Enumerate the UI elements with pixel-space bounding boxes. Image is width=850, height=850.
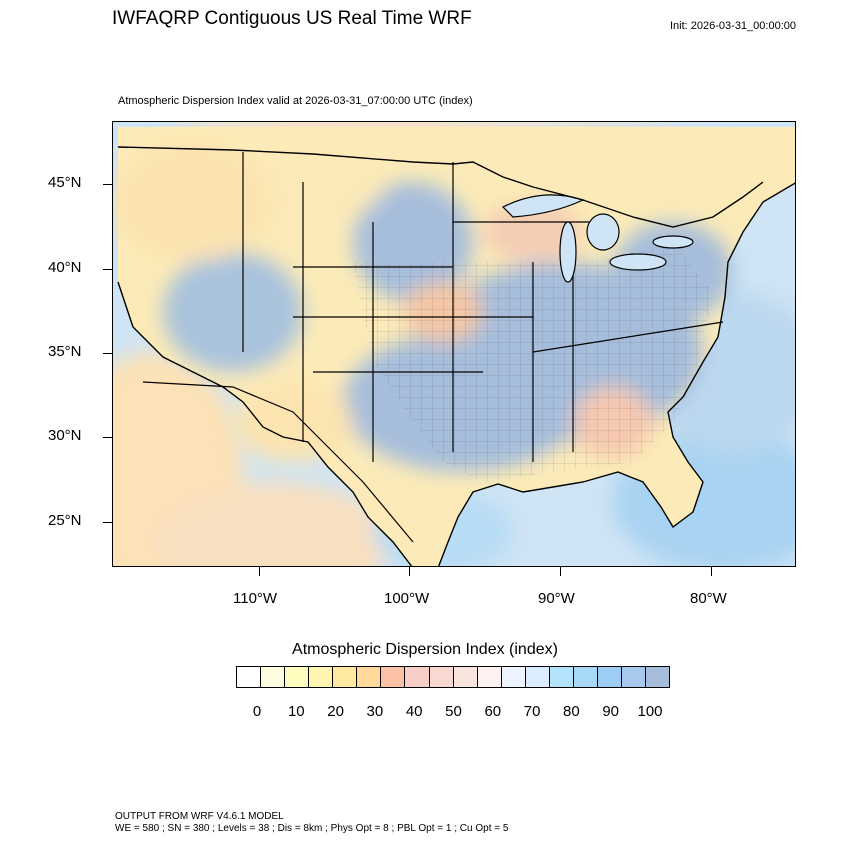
lat-label-35: 35°N (48, 343, 82, 360)
legend-title: Atmospheric Dispersion Index (index) (292, 641, 558, 658)
lat-tick (103, 437, 112, 438)
us-mexico-border (142, 381, 414, 543)
legend-color-box (453, 667, 478, 687)
legend-tick-label: 70 (523, 703, 541, 720)
legend-color-box (525, 667, 550, 687)
legend-color-box (357, 667, 382, 687)
us-map-svg (113, 122, 795, 566)
legend-tick-label: 20 (327, 703, 344, 720)
lat-tick (103, 353, 112, 354)
legend-color-box (549, 667, 574, 687)
legend-color-box (573, 667, 598, 687)
legend-colorbar (236, 666, 670, 688)
legend-tick-label: 100 (637, 703, 663, 720)
model-info-line2: WE = 580 ; SN = 380 ; Levels = 38 ; Dis … (115, 823, 509, 834)
legend-color-box (501, 667, 526, 687)
legend-color-box (405, 667, 430, 687)
lat-tick (103, 269, 112, 270)
legend-color-box (381, 667, 406, 687)
field-title: Atmospheric Dispersion Index valid at 20… (118, 95, 473, 107)
lat-label-25: 25°N (48, 512, 82, 529)
great-lakes (501, 194, 694, 283)
legend-color-box (285, 667, 310, 687)
lon-tick (560, 567, 561, 576)
legend-tick-label: 30 (366, 703, 384, 720)
lon-tick (409, 567, 410, 576)
legend-color-box (597, 667, 622, 687)
us-canada-border (117, 146, 764, 228)
legend-color-box (333, 667, 358, 687)
legend-tick-label: 50 (445, 703, 462, 720)
lon-tick (259, 567, 260, 576)
legend-tick-label: 10 (287, 703, 305, 720)
map-panel (112, 121, 796, 567)
model-info-line1: OUTPUT FROM WRF V4.6.1 MODEL (115, 811, 284, 822)
lon-tick (711, 567, 712, 576)
lat-tick (103, 184, 112, 185)
lon-label-110: 110°W (233, 590, 278, 607)
lat-label-30: 30°N (48, 427, 82, 444)
lon-label-90: 90°W (538, 590, 575, 607)
coastline (117, 182, 795, 566)
legend-tick-label: 80 (563, 703, 580, 720)
legend-color-box (429, 667, 454, 687)
legend-tick-label: 90 (602, 703, 620, 720)
legend-color-box (237, 667, 262, 687)
legend-color-box (646, 667, 670, 687)
legend-tick-label: 40 (405, 703, 423, 720)
lon-label-80: 80°W (690, 590, 727, 607)
lat-label-40: 40°N (48, 259, 82, 276)
legend-color-box (622, 667, 647, 687)
lat-tick (103, 522, 112, 523)
main-title: IWFAQRP Contiguous US Real Time WRF (112, 8, 472, 29)
init-time-label: Init: 2026-03-31_00:00:00 (670, 20, 796, 32)
state-boundaries (242, 152, 724, 462)
legend-color-box (477, 667, 502, 687)
legend-color-box (309, 667, 334, 687)
legend-tick-label: 0 (252, 703, 262, 720)
legend-tick-label: 60 (484, 703, 502, 720)
legend-color-box (261, 667, 286, 687)
lon-label-100: 100°W (384, 590, 430, 607)
lat-label-45: 45°N (48, 174, 82, 191)
